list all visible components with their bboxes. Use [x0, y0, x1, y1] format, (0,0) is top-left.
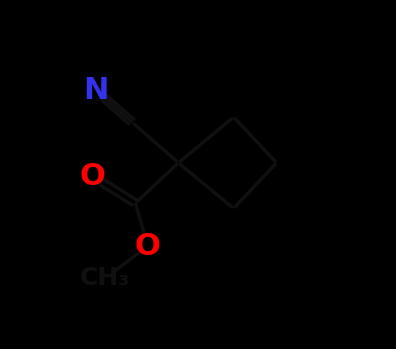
Text: O: O: [135, 232, 161, 261]
Text: O: O: [80, 162, 105, 191]
Text: CH₃: CH₃: [80, 266, 130, 290]
Text: N: N: [83, 76, 108, 105]
